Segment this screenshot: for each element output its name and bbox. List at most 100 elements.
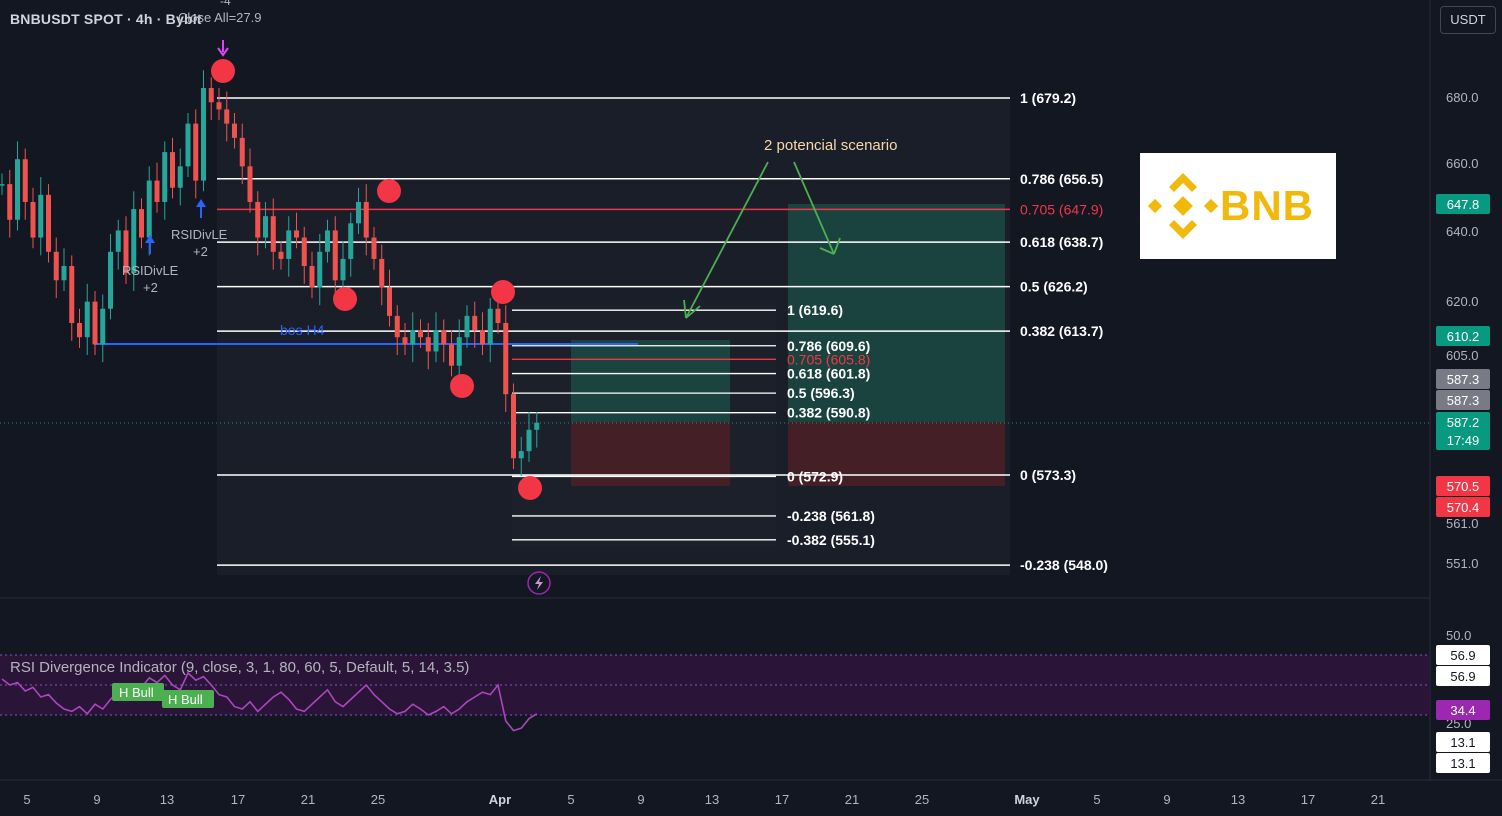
candle-body xyxy=(216,102,222,110)
candle-body xyxy=(363,201,369,238)
time-tick-label: 5 xyxy=(1093,792,1100,807)
time-tick-label: 9 xyxy=(1163,792,1170,807)
time-tick-label: 17 xyxy=(1301,792,1315,807)
bnb-logo-text: BNB xyxy=(1220,182,1314,229)
fib-large-levels[interactable]: 1 (679.2) 0.786 (656.5) 0.705 (647.9) 0.618… xyxy=(217,90,1108,573)
price-tag-label: 570.4 xyxy=(1447,500,1480,515)
currency-button[interactable]: USDT xyxy=(1440,6,1496,34)
candle-body xyxy=(332,230,338,281)
price-tag-label: 647.8 xyxy=(1447,197,1480,212)
price-tick-label: 605.0 xyxy=(1446,348,1479,363)
candle-body xyxy=(224,109,230,124)
time-tick-label: 21 xyxy=(301,792,315,807)
fib-small-levels[interactable]: 1 (619.6) 0.786 (609.6)0.705 (605.8)0.618… xyxy=(512,302,875,548)
price-tag-label: 587.2 xyxy=(1447,415,1480,430)
candle-body xyxy=(518,451,524,459)
price-tag xyxy=(1436,412,1490,432)
price-tick-label: 660.0 xyxy=(1446,156,1479,171)
price-tag xyxy=(1436,194,1490,214)
position-1-profit[interactable] xyxy=(571,340,730,422)
candle-body xyxy=(201,88,206,181)
candle-body xyxy=(441,330,447,345)
time-tick-label: 17 xyxy=(775,792,789,807)
price-tick-label: 620.0 xyxy=(1446,294,1479,309)
candle-body xyxy=(232,123,237,138)
time-tick-label: 25 xyxy=(915,792,929,807)
candle-body xyxy=(394,315,400,338)
candle-body xyxy=(170,152,175,188)
lightning-icon[interactable] xyxy=(527,571,551,595)
up-arrow-icon xyxy=(196,199,206,218)
price-tags: 647.8 610.2 587.3 587.3 587.2 17:49 570.5 570.4… xyxy=(1436,194,1490,773)
candle-body xyxy=(348,223,354,259)
fib-level-label: -0.238 (548.0) xyxy=(1020,557,1108,573)
candle-body xyxy=(139,209,144,238)
time-tick-label: 21 xyxy=(845,792,859,807)
price-tag-label: 587.3 xyxy=(1447,372,1480,387)
scenario-arrow-pullback xyxy=(793,161,835,255)
time-tick-label: May xyxy=(1014,792,1040,807)
candle-body xyxy=(77,322,82,338)
rsi-div-value: +2 xyxy=(193,244,208,259)
candle-body xyxy=(15,159,20,220)
time-axis[interactable]: 5 9 13 17 21 25 Apr 5 9 13 17 21 25 May 5 9 13 17 21 xyxy=(23,792,1385,807)
time-tick-label: 13 xyxy=(160,792,174,807)
bnb-logo xyxy=(1140,153,1336,259)
candle-body xyxy=(278,251,284,259)
fib-level-label: 0 (572.9) xyxy=(787,468,843,484)
rsi-tag xyxy=(1436,700,1490,720)
rsi-div-label: RSIDivLE xyxy=(122,263,179,278)
candle-body xyxy=(356,201,361,224)
swing-marker xyxy=(518,476,542,500)
fib-level-label: 0.382 (613.7) xyxy=(1020,323,1103,339)
candle-body xyxy=(379,258,385,288)
candle-body xyxy=(22,159,28,202)
rsi-indicator-label[interactable]: RSI Divergence Indicator (9, close, 3, 1… xyxy=(10,659,470,676)
position-2-profit[interactable] xyxy=(788,204,1005,422)
rsi-tag xyxy=(1436,753,1490,773)
fib-level-label: 1 (619.6) xyxy=(787,302,843,318)
fib-level-label: 0.705 (605.8) xyxy=(787,351,870,367)
indicator-overlay-num: -4 xyxy=(220,0,231,8)
candle-body xyxy=(193,123,199,181)
candle-body xyxy=(7,184,13,220)
candle-body xyxy=(425,337,431,352)
fib-level-label: 0.5 (626.2) xyxy=(1020,279,1088,295)
candle-body xyxy=(449,344,454,366)
price-tag-label: 610.2 xyxy=(1447,329,1480,344)
svg-text:H Bull: H Bull xyxy=(168,692,203,707)
price-tag xyxy=(1436,326,1490,346)
h-bull-badge xyxy=(112,683,164,701)
candle-body xyxy=(162,152,168,202)
candle-body xyxy=(371,237,377,259)
down-arrow-icon xyxy=(217,40,229,57)
candle-body xyxy=(177,166,183,188)
price-axis[interactable]: 680.0660.0640.0620.0605.0561.0551.050.02… xyxy=(1446,90,1479,731)
fib-level-label: 0.618 (638.7) xyxy=(1020,234,1103,250)
time-tick-label: 21 xyxy=(1371,792,1385,807)
candle-body xyxy=(301,237,307,267)
indicator-overlay-text: Close All=27.9 xyxy=(178,10,262,25)
price-tag xyxy=(1436,476,1490,496)
time-tick-label: 25 xyxy=(371,792,385,807)
rsi-tick-label: 50.0 xyxy=(1446,628,1471,643)
scenario-label: 2 potencial scenario xyxy=(764,137,897,154)
rsi-div-signals: RSIDivLE +2 RSIDivLE +2 xyxy=(122,40,229,295)
swing-marker xyxy=(450,374,474,398)
candle-body xyxy=(410,330,416,345)
scenario-arrow-down xyxy=(685,161,769,319)
time-tick-label: 9 xyxy=(637,792,644,807)
rsi-tag xyxy=(1436,645,1490,665)
time-tick-label: Apr xyxy=(489,792,511,807)
candle-body xyxy=(115,230,121,252)
candles xyxy=(0,70,540,477)
candle-body xyxy=(131,209,137,274)
rsi-tag-label: 56.9 xyxy=(1450,648,1475,663)
symbol-title[interactable]: BNBUSDT SPOT · 4h · Bybit xyxy=(10,11,202,27)
candle-body xyxy=(270,216,276,252)
fib-level-label: 0.786 (656.5) xyxy=(1020,171,1103,187)
candle-body xyxy=(146,180,152,238)
candle-body xyxy=(418,330,423,338)
candle-body xyxy=(46,194,51,252)
